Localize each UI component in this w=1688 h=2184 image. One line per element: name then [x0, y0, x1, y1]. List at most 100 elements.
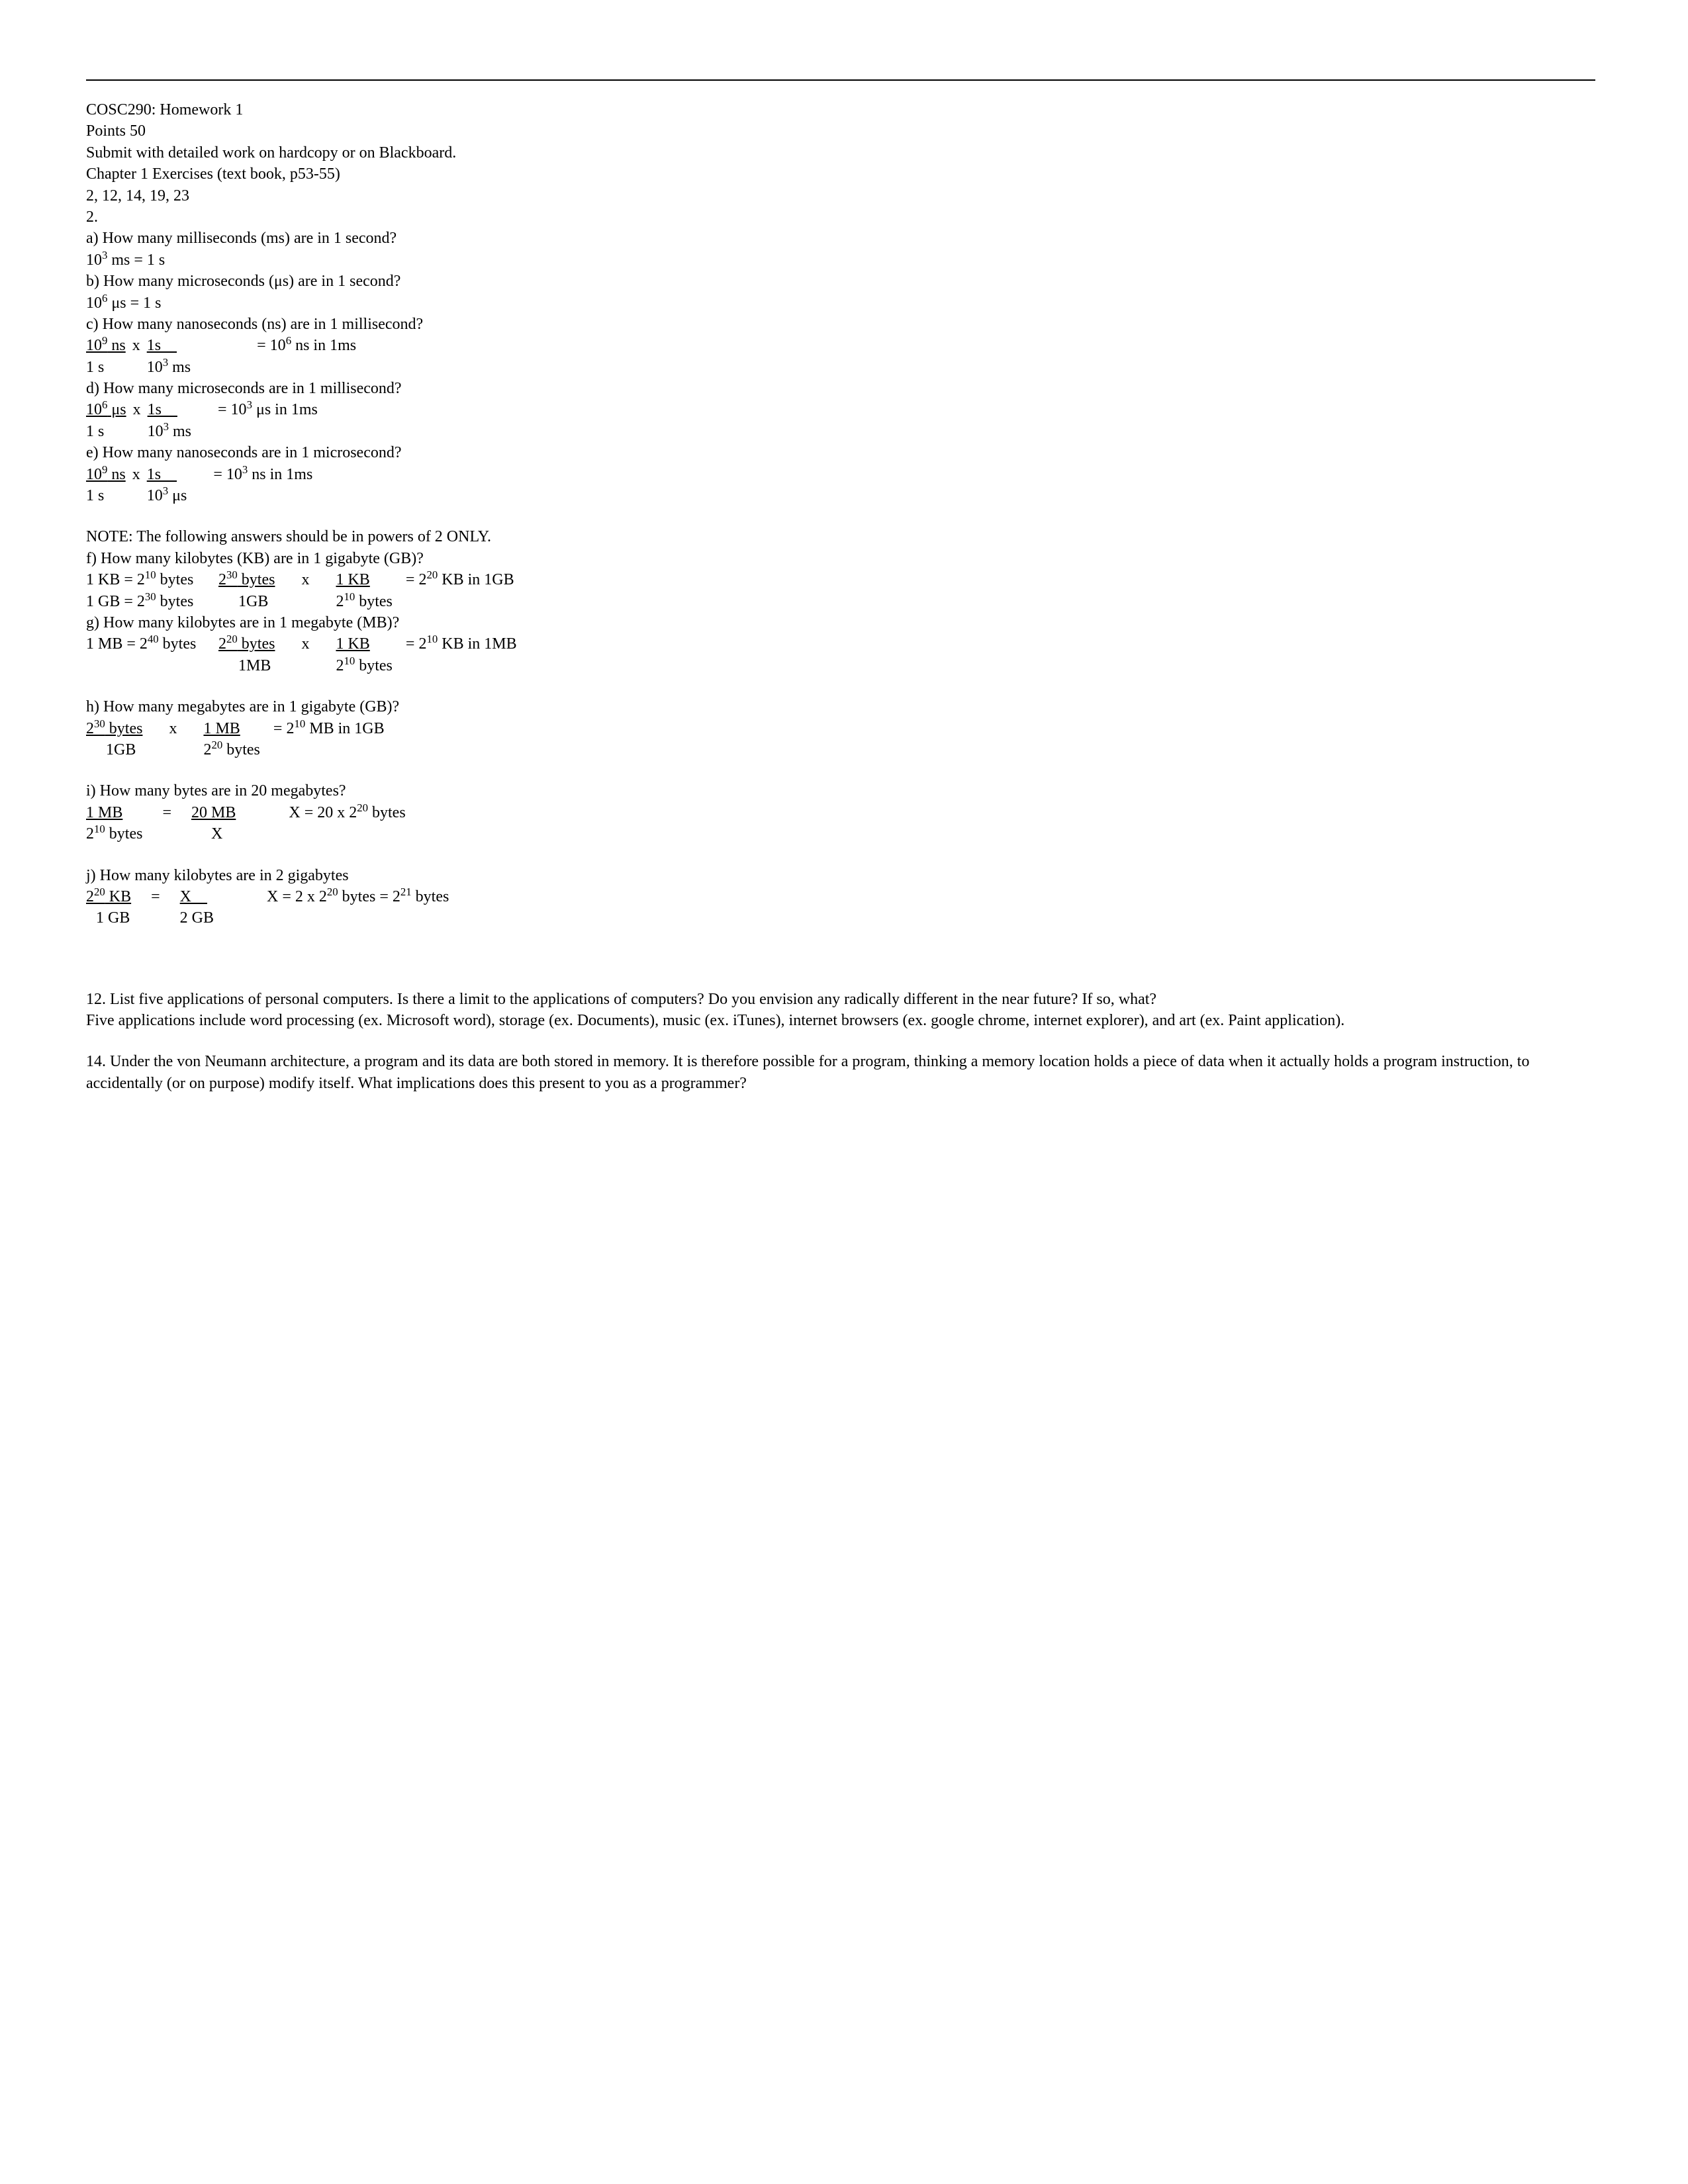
t: X = 2 x 2	[267, 888, 327, 905]
q2c-frac2: 1s 103 ms	[147, 335, 191, 378]
t: 2	[86, 888, 94, 905]
q2d-result: = 103 μs in 1ms	[191, 399, 318, 420]
q2j-frac2: X 2 GB	[180, 886, 214, 929]
t: 1 GB	[86, 907, 131, 929]
points: Points 50	[86, 120, 1595, 142]
t: ms	[168, 359, 191, 376]
t: 1s	[148, 399, 191, 420]
t: ns	[107, 337, 125, 354]
t: 10	[344, 655, 355, 667]
q2f-frac1: 230 bytes 1GB	[218, 569, 275, 612]
t: 20	[94, 886, 105, 898]
q2i-work: 1 MB 210 bytes = 20 MB X X = 20 x 220 by…	[86, 802, 1595, 845]
t: 2	[218, 571, 226, 588]
t: 3	[247, 398, 252, 411]
chapter-ref: Chapter 1 Exercises (text book, p53-55)	[86, 163, 1595, 185]
t: = 10	[213, 466, 242, 483]
t: bytes	[368, 804, 406, 821]
t: μs	[107, 401, 126, 418]
t: 1 s	[86, 485, 126, 506]
t: 2	[336, 593, 344, 610]
t: bytes	[355, 593, 393, 610]
t: 10	[86, 466, 102, 483]
t: bytes	[222, 741, 260, 758]
q2f-defs: 1 KB = 210 bytes 1 GB = 230 bytes	[86, 569, 218, 612]
spacer	[86, 845, 1595, 865]
q2a-question: a) How many milliseconds (ms) are in 1 s…	[86, 228, 1595, 249]
t: 10	[86, 337, 102, 354]
t: 20	[327, 886, 338, 898]
t: 20 MB	[191, 802, 236, 823]
t: 30	[94, 717, 105, 730]
t: 20	[357, 801, 368, 814]
t: 3	[163, 356, 168, 369]
t: = 2	[406, 571, 427, 588]
t: 20	[226, 633, 238, 645]
equals-icon: =	[131, 886, 180, 907]
t: 1 MB	[203, 718, 259, 739]
t: = 2	[406, 635, 427, 653]
times-icon: x	[126, 399, 148, 420]
q2i-question: i) How many bytes are in 20 megabytes?	[86, 780, 1595, 801]
t: X = 20 x 2	[289, 804, 357, 821]
q2e-question: e) How many nanoseconds are in 1 microse…	[86, 442, 1595, 463]
times-icon: x	[126, 335, 147, 356]
q2g-frac1: 220 bytes 1MB	[218, 633, 275, 676]
t: 2	[336, 657, 344, 674]
q2d-frac1: 106 μs 1 s	[86, 399, 126, 442]
q2c-frac1: 109 ns 1 s	[86, 335, 126, 378]
document-page: COSC290: Homework 1 Points 50 Submit wit…	[0, 0, 1688, 1173]
t: 2	[86, 825, 94, 842]
q2i-result: X = 20 x 220 bytes	[236, 802, 405, 823]
q2j-frac1: 220 KB 1 GB	[86, 886, 131, 929]
t: 10	[145, 569, 156, 581]
q2i-frac1: 1 MB 210 bytes	[86, 802, 142, 845]
t: 10	[294, 717, 305, 730]
q2a-post: ms = 1 s	[107, 251, 165, 269]
t: bytes	[238, 571, 275, 588]
spacer	[86, 949, 1595, 969]
t: KB	[105, 888, 131, 905]
q2g-frac2: 1 KB 210 bytes	[336, 633, 392, 676]
q2j-result: X = 2 x 220 bytes = 221 bytes	[214, 886, 449, 907]
t: 10	[86, 401, 102, 418]
t: 21	[400, 886, 412, 898]
t: 1s	[147, 335, 191, 356]
spacer	[86, 506, 1595, 526]
times-icon: x	[142, 718, 203, 739]
t: bytes	[105, 720, 143, 737]
t: 1GB	[86, 739, 142, 760]
q2j-question: j) How many kilobytes are in 2 gigabytes	[86, 865, 1595, 886]
q2c-result: = 106 ns in 1ms	[191, 335, 356, 356]
top-rule	[86, 79, 1595, 81]
t: X	[191, 823, 236, 844]
t: 3	[163, 484, 168, 497]
t: 2	[86, 720, 94, 737]
t: μs	[168, 487, 187, 504]
q2e-frac1: 109 ns 1 s	[86, 464, 126, 507]
spacer	[86, 1031, 1595, 1051]
q2h-frac1: 230 bytes 1GB	[86, 718, 142, 761]
t: 1MB	[218, 655, 275, 676]
t: MB in 1GB	[305, 720, 384, 737]
t: ns in 1ms	[248, 466, 312, 483]
t: 10	[147, 487, 163, 504]
t: 40	[148, 633, 159, 645]
t: 6	[286, 334, 291, 347]
times-icon: x	[126, 464, 147, 485]
t: = 10	[218, 401, 247, 418]
q2g-defs: 1 MB = 240 bytes	[86, 633, 218, 655]
t: bytes	[412, 888, 449, 905]
t: bytes	[159, 635, 197, 653]
spacer	[86, 676, 1595, 696]
t: bytes	[156, 593, 194, 610]
q2-number: 2.	[86, 206, 1595, 228]
times-icon: x	[275, 569, 336, 590]
q2a-answer: 103 ms = 1 s	[86, 250, 1595, 271]
spacer	[86, 969, 1595, 989]
q2b-question: b) How many microseconds (μs) are in 1 s…	[86, 271, 1595, 292]
submit-instructions: Submit with detailed work on hardcopy or…	[86, 142, 1595, 163]
t: 1GB	[218, 591, 275, 612]
t: 1 MB	[86, 802, 142, 823]
q2f-work: 1 KB = 210 bytes 1 GB = 230 bytes 230 by…	[86, 569, 1595, 612]
